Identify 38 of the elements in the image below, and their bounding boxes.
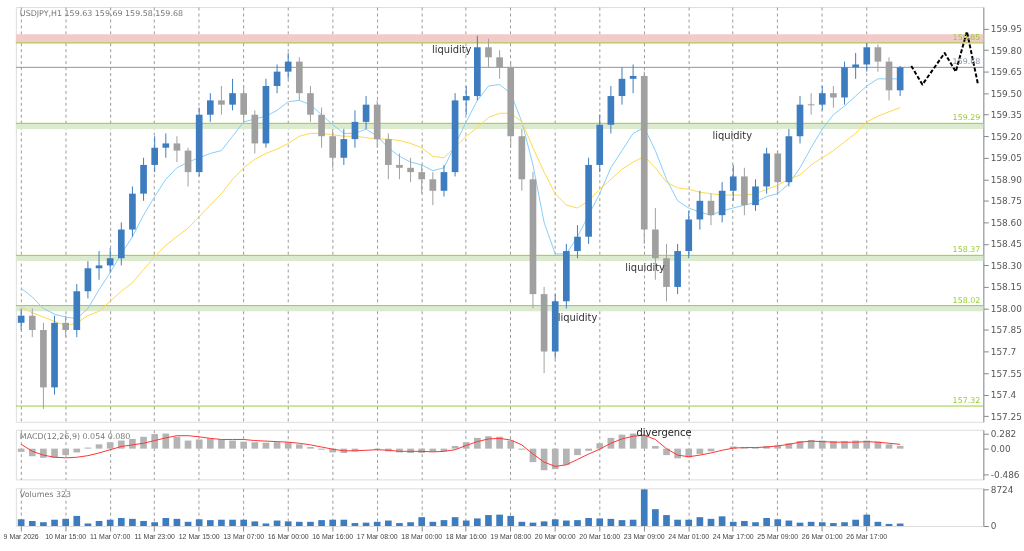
chart-title: Volumes 323 [19,490,72,500]
y-tick-label: 158.30 [990,260,1023,271]
y-tick-label: 8724 [990,484,1014,495]
y-tick-label: -0.486 [990,470,1020,481]
ref-line-label: 159.29 [952,113,981,123]
y-tick-label: 158.00 [990,303,1023,314]
y-tick-label: 159.95 [990,24,1022,35]
y-tick-label: 0.282 [990,428,1017,439]
y-tick-label: 158.90 [990,174,1023,185]
y-tick-label: 158.45 [990,239,1022,250]
y-tick-label: 157.25 [990,411,1022,422]
y-tick-label: 159.35 [990,110,1022,121]
chart-title: USDJPY,H1 159.63 159.69 159.58 159.68 [19,9,184,18]
y-tick-label: 159.20 [990,131,1023,142]
y-tick-label: 157.7 [990,346,1017,357]
ref-line-label: 157.32 [952,396,981,406]
y-tick-label: 158.75 [990,196,1022,207]
y-tick-label: 159.80 [990,45,1023,56]
y-tick-label: 159.05 [990,153,1022,164]
band-label: liquidity [431,43,472,55]
ref-line-label: 158.37 [952,245,981,255]
ref-line-label: 159.85 [952,32,981,42]
y-tick-label: 158.15 [990,282,1022,293]
y-tick-label: 0 [990,521,997,532]
annotation: divergence [636,426,692,438]
band-label: liquidity [625,262,666,274]
y-tick-label: 158.60 [990,217,1023,228]
y-tick-label: 159.50 [990,88,1023,99]
y-tick-label: 157.4 [990,390,1017,401]
ref-line-label: 159.68 [952,57,981,67]
y-tick-label: 157.55 [990,368,1022,379]
band-label: liquidity [557,312,598,324]
band-label: liquidity [712,129,753,141]
y-tick-label: 0.00 [990,444,1011,455]
y-tick-label: 157.85 [990,325,1022,336]
chart-title: MACD(12,26,9) 0.054 0.080 [19,431,131,441]
ref-line-label: 158.02 [952,295,981,305]
y-tick-label: 159.65 [990,67,1022,78]
